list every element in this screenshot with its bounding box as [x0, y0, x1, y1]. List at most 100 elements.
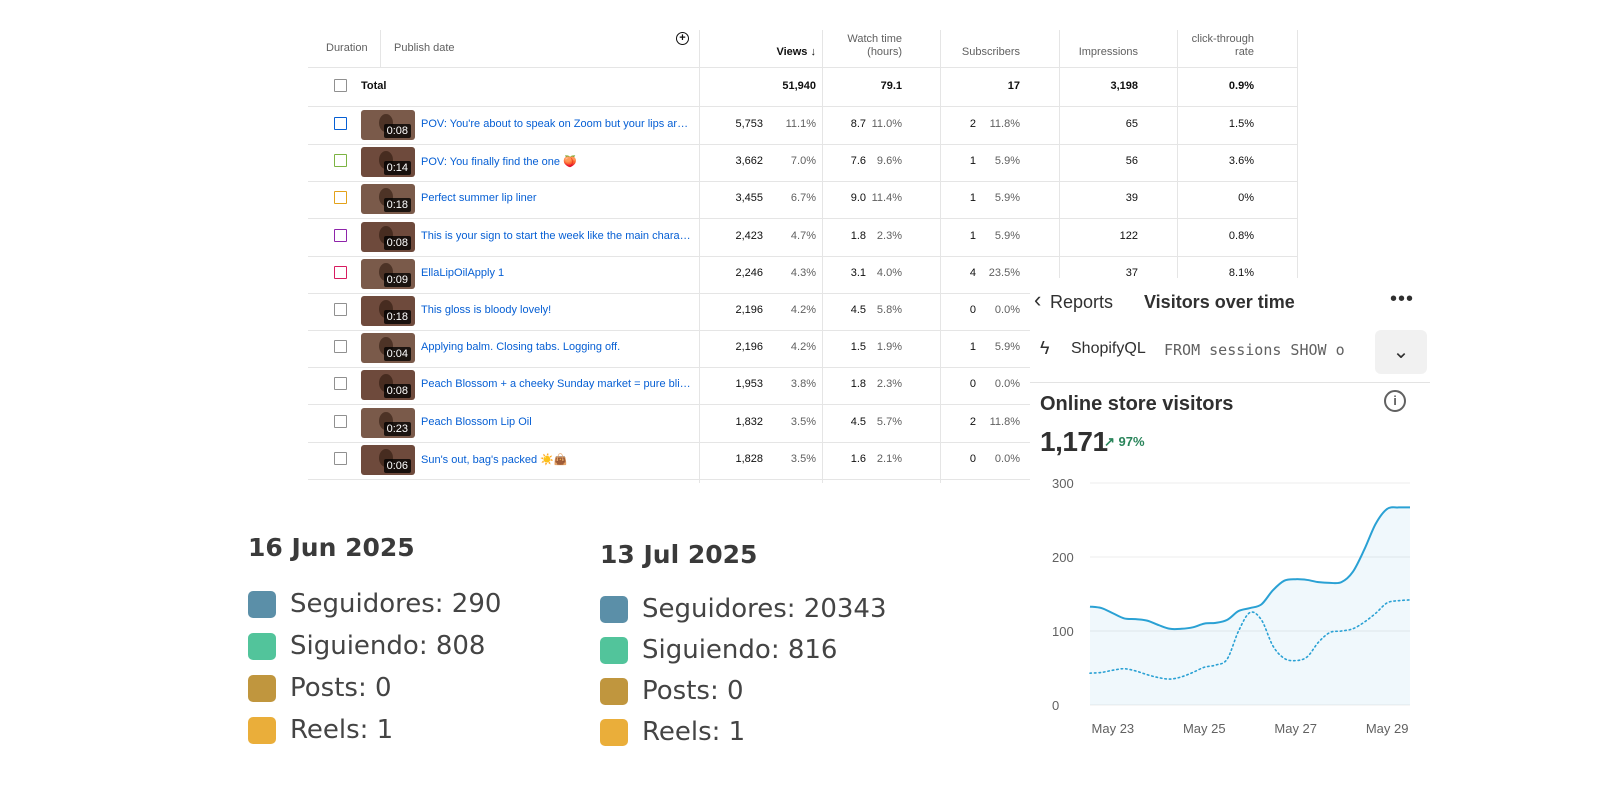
- stat-label: Posts: 0: [290, 673, 392, 703]
- stat-label: Siguiendo: 816: [642, 635, 838, 665]
- total-ctr: 0.9%: [1228, 80, 1254, 92]
- reports-back-link[interactable]: Reports: [1050, 292, 1114, 312]
- video-duration: 0:06: [383, 458, 411, 473]
- stat-label: Seguidores: 290: [290, 589, 502, 619]
- row-checkbox[interactable]: [334, 265, 347, 279]
- video-title-link[interactable]: This is your sign to start the week like…: [421, 229, 693, 242]
- video-title-link[interactable]: Applying balm. Closing tabs. Logging off…: [421, 341, 621, 354]
- views-value: 1,953: [735, 378, 763, 391]
- watch-time-value: 8.7: [850, 118, 866, 130]
- row-checkbox[interactable]: [334, 414, 347, 428]
- stat-label: Posts: 0: [642, 676, 744, 706]
- impressions-value: 56: [1125, 155, 1138, 168]
- video-thumbnail[interactable]: 0:04: [361, 333, 415, 364]
- row-checkbox[interactable]: [334, 154, 347, 168]
- chevron-down-icon: ⌄: [1392, 341, 1410, 363]
- table-row[interactable]: 0:18 Perfect summer lip liner 3,455 6.7%…: [308, 180, 1298, 220]
- query-code[interactable]: FROM sessions SHOW o: [1164, 341, 1345, 359]
- table-row[interactable]: 0:04 Applying balm. Closing tabs. Loggin…: [308, 329, 1298, 369]
- x-tick-label: May 23: [1092, 721, 1135, 736]
- table-row[interactable]: 0:18 This gloss is bloody lovely! 2,196 …: [308, 292, 1298, 331]
- select-all-checkbox[interactable]: [334, 79, 347, 92]
- subscribers-value: 2: [969, 415, 976, 428]
- watch-time-header[interactable]: Watch time (hours): [818, 33, 902, 59]
- subscribers-value: 0: [969, 378, 976, 391]
- subscribers-value: 1: [969, 192, 976, 205]
- views-header[interactable]: Views ↓: [736, 46, 816, 59]
- video-thumbnail[interactable]: 0:09: [361, 258, 415, 289]
- video-title-link[interactable]: This gloss is bloody lovely!: [421, 304, 552, 316]
- video-thumbnail[interactable]: 0:06: [361, 444, 415, 475]
- table-row[interactable]: 0:08 This is your sign to start the week…: [308, 218, 1298, 257]
- subscribers-value: 1: [969, 341, 976, 354]
- video-title-link[interactable]: POV: You're about to speak on Zoom but y…: [421, 118, 693, 130]
- views-percent: 3.5%: [790, 415, 816, 428]
- subscribers-percent: 11.8%: [989, 415, 1020, 428]
- watch-time-percent: 2.3%: [876, 378, 902, 391]
- table-row[interactable]: 0:08 Peach Blossom + a cheeky Sunday mar…: [308, 366, 1298, 406]
- video-title-link[interactable]: Perfect summer lip liner: [421, 192, 537, 205]
- video-title-link[interactable]: Sun's out, bag's packed ☀️👜: [421, 453, 568, 466]
- video-thumbnail[interactable]: 0:08: [361, 370, 415, 401]
- query-bar[interactable]: ϟ ShopifyQL FROM sessions SHOW o ⌄: [1030, 326, 1430, 374]
- more-options-icon[interactable]: •••: [1390, 288, 1415, 310]
- table-row[interactable]: 0:06 Sun's out, bag's packed ☀️👜 1,828 3…: [308, 441, 1298, 480]
- add-column-icon[interactable]: +: [676, 32, 689, 45]
- video-title-link[interactable]: POV: You finally find the one 🍑: [421, 156, 577, 169]
- views-percent: 6.7%: [790, 192, 816, 205]
- video-title-link[interactable]: EllaLipOilApply 1: [421, 266, 505, 279]
- row-checkbox[interactable]: [334, 303, 347, 316]
- subscribers-header[interactable]: Subscribers: [961, 46, 1020, 58]
- x-tick-label: May 25: [1183, 721, 1226, 736]
- video-duration: 0:14: [383, 161, 411, 176]
- total-impressions: 3,198: [1110, 80, 1138, 92]
- legend-swatch: [248, 717, 276, 744]
- subscribers-percent: 5.9%: [994, 192, 1020, 205]
- duration-header[interactable]: Duration: [326, 42, 368, 54]
- table-row[interactable]: 0:09 EllaLipOilApply 1 2,246 4.3% 3.1 4.…: [308, 255, 1298, 294]
- table-row[interactable]: 0:14 POV: You finally find the one 🍑 3,6…: [308, 143, 1298, 183]
- video-duration: 0:23: [383, 421, 411, 436]
- row-checkbox[interactable]: [334, 191, 347, 205]
- video-thumbnail[interactable]: 0:08: [361, 110, 415, 140]
- page-title: Visitors over time: [1144, 292, 1295, 312]
- publish-date-header[interactable]: Publish date: [394, 42, 455, 54]
- impressions-header[interactable]: Impressions: [1078, 46, 1138, 58]
- video-thumbnail[interactable]: 0:18: [361, 296, 415, 326]
- video-title-link[interactable]: Peach Blossom + a cheeky Sunday market =…: [421, 378, 693, 391]
- row-checkbox[interactable]: [334, 340, 347, 354]
- watch-time-percent: 2.3%: [876, 229, 902, 242]
- video-title-link[interactable]: Peach Blossom Lip Oil: [421, 415, 532, 428]
- shopify-report-panel: ‹ Reports Visitors over time ••• ϟ Shopi…: [1030, 278, 1430, 800]
- views-percent: 7.0%: [790, 155, 816, 168]
- watch-time-value: 7.6: [850, 155, 866, 168]
- video-thumbnail[interactable]: 0:08: [361, 221, 415, 252]
- video-duration: 0:08: [383, 124, 411, 138]
- video-thumbnail[interactable]: 0:23: [361, 407, 415, 438]
- watch-time-percent: 2.1%: [876, 452, 902, 465]
- card-title: Online store visitors: [1040, 393, 1234, 415]
- watch-time-value: 9.0: [850, 192, 866, 205]
- table-header: Duration Publish date + Views ↓ Watch ti…: [308, 30, 1298, 68]
- row-checkbox[interactable]: [334, 228, 347, 242]
- video-duration: 0:09: [383, 272, 411, 287]
- sort-descending-icon: ↓: [810, 46, 817, 58]
- query-expand-button[interactable]: ⌄: [1375, 330, 1427, 374]
- video-thumbnail[interactable]: 0:18: [361, 184, 415, 215]
- row-checkbox[interactable]: [334, 451, 347, 465]
- table-row[interactable]: 0:23 Peach Blossom Lip Oil 1,832 3.5% 4.…: [308, 404, 1298, 443]
- table-row[interactable]: 0:08 POV: You're about to speak on Zoom …: [308, 106, 1298, 145]
- watch-time-percent: 9.6%: [876, 155, 902, 168]
- back-chevron-icon[interactable]: ‹: [1034, 287, 1042, 312]
- watch-time-percent: 11.4%: [871, 192, 902, 205]
- watch-time-percent: 5.7%: [876, 415, 902, 428]
- video-thumbnail[interactable]: 0:14: [361, 147, 415, 178]
- info-icon[interactable]: i: [1384, 390, 1406, 412]
- growth-badge: ↗ 97%: [1104, 434, 1145, 449]
- row-checkbox[interactable]: [334, 377, 347, 391]
- stat-label: Seguidores: 20343: [642, 594, 887, 624]
- row-checkbox[interactable]: [334, 117, 347, 130]
- stats-date: 13 Jul 2025: [600, 540, 758, 569]
- ctr-header[interactable]: click-through rate: [1158, 33, 1254, 59]
- legend-swatch: [600, 678, 628, 705]
